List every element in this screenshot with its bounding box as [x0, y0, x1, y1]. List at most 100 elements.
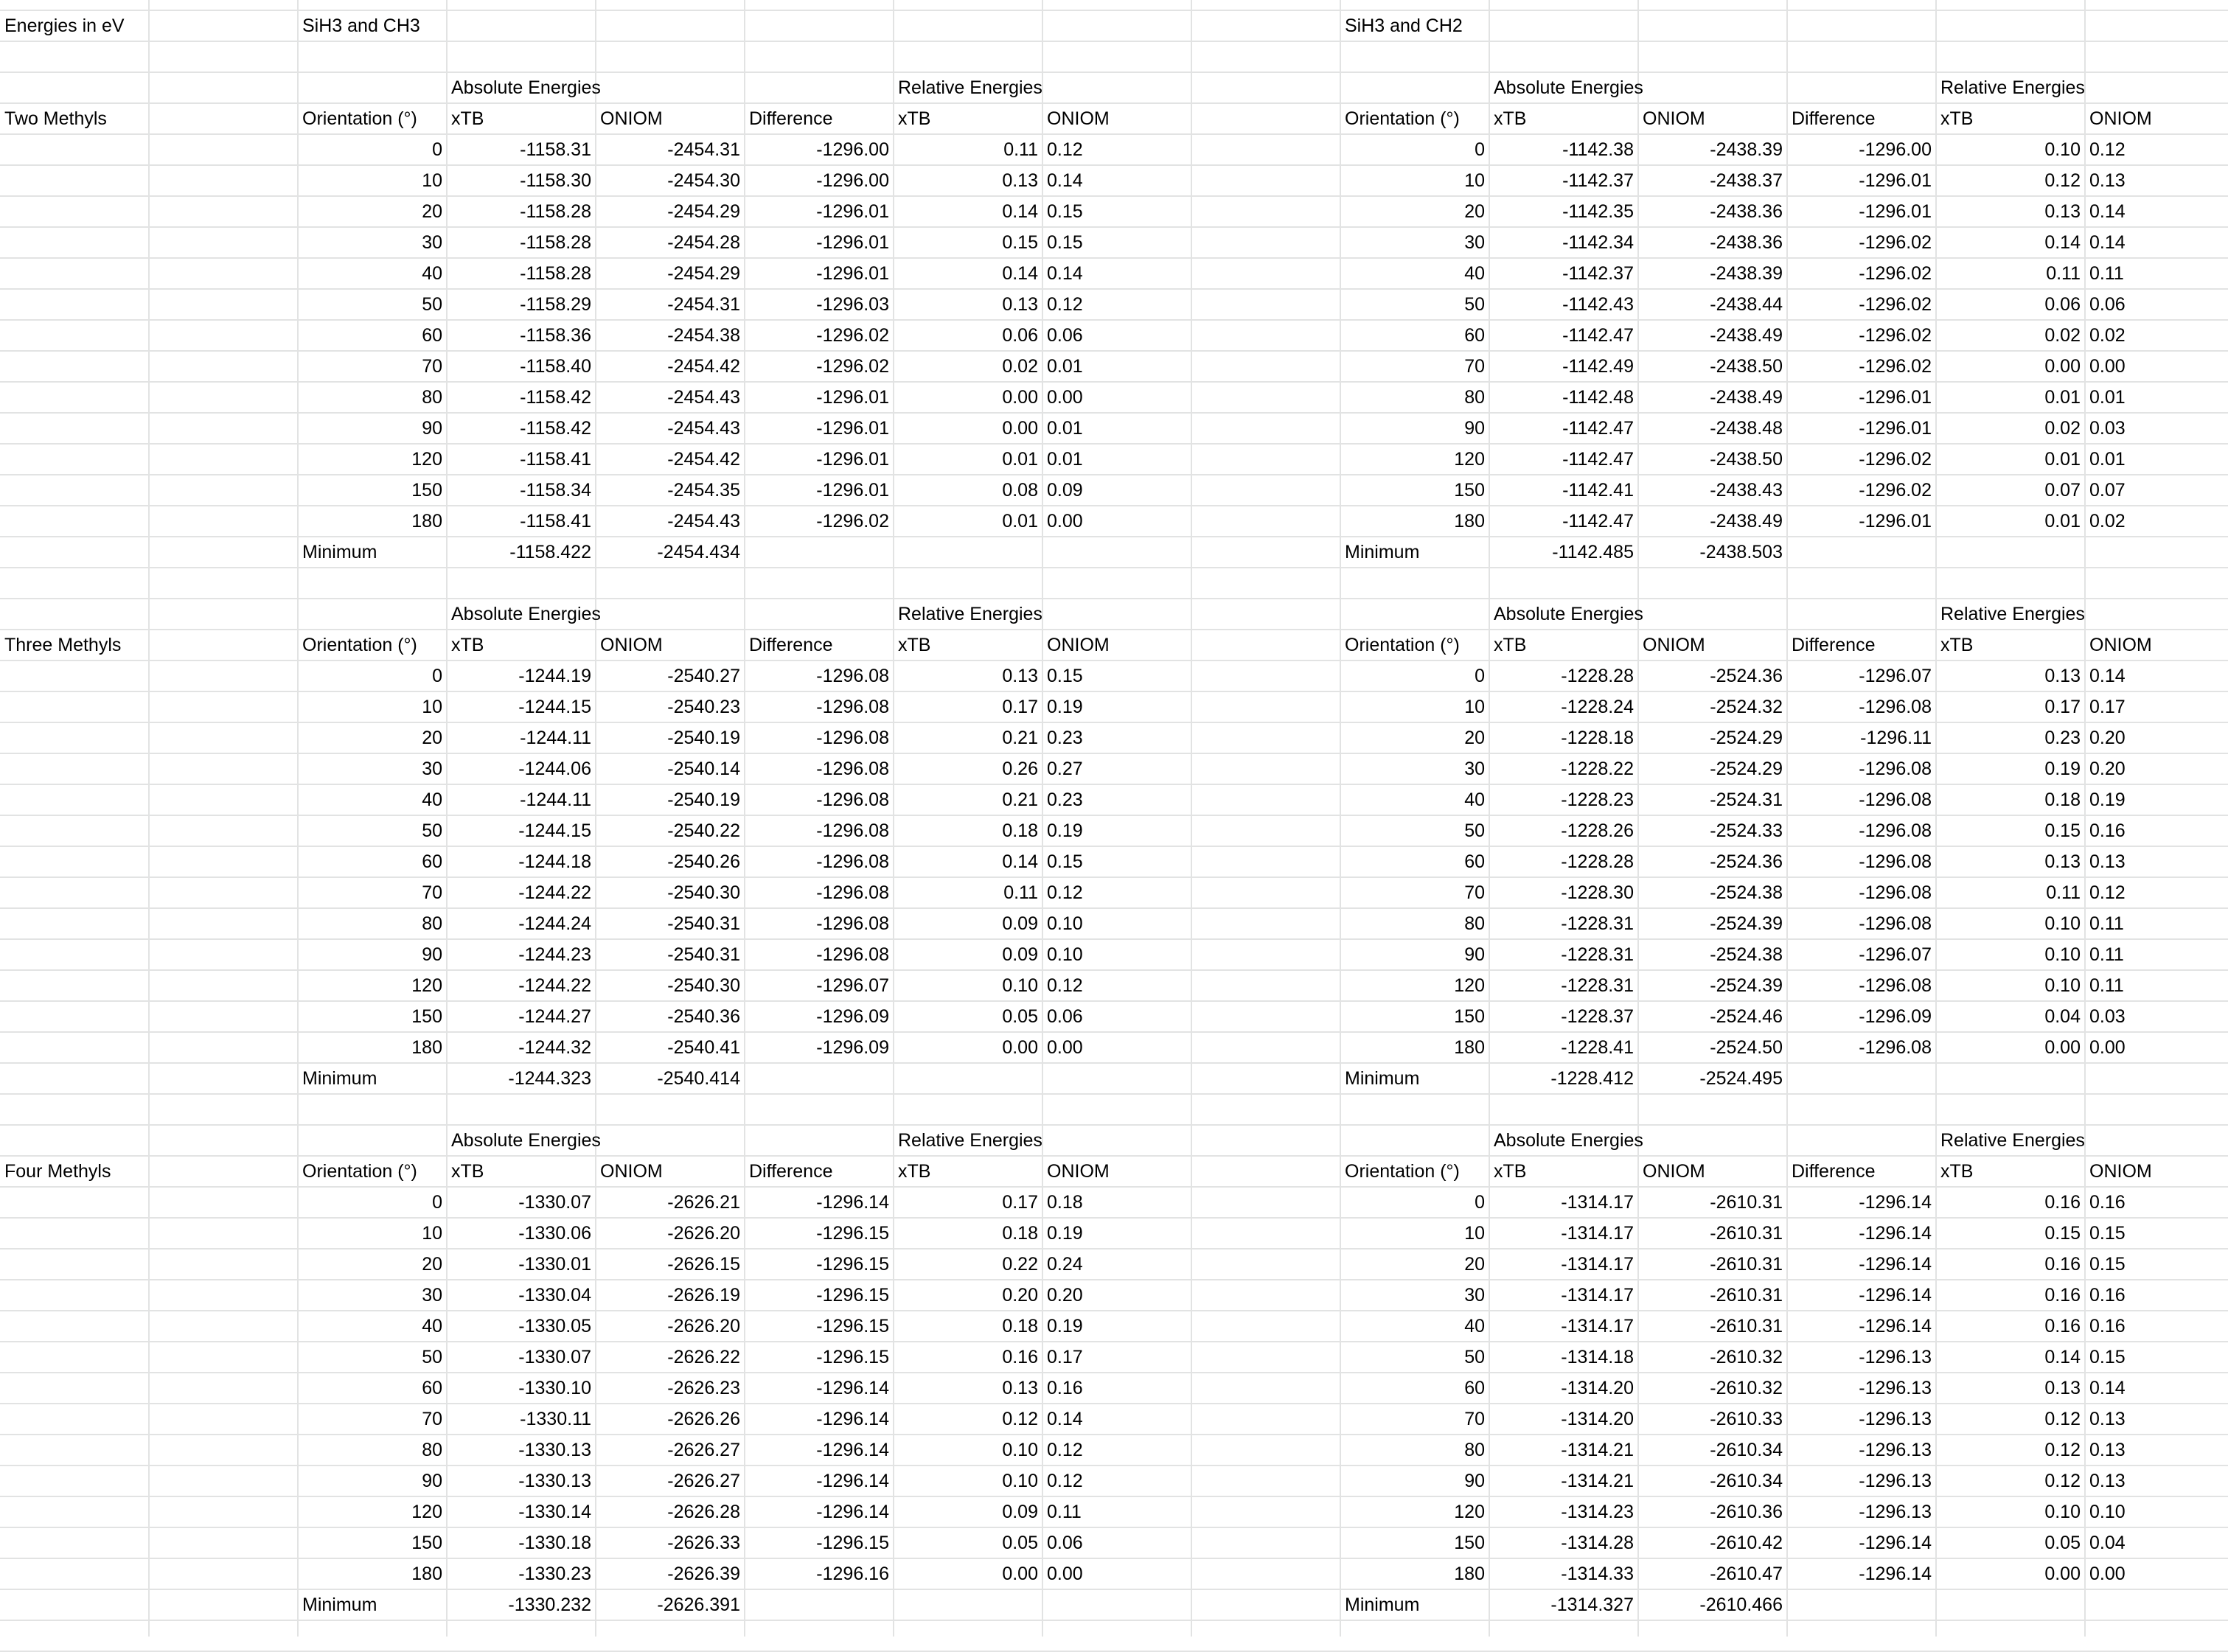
xtb-rel-cell[interactable]: 0.09 — [1002, 1502, 1038, 1522]
oniom-abs-cell[interactable]: -2454.31 — [667, 139, 740, 160]
right-section-title[interactable]: SiH3 and CH2 — [1345, 15, 1463, 36]
oniom-abs-cell[interactable]: -2438.44 — [1710, 294, 1783, 315]
xtb-abs-cell[interactable]: -1158.41 — [520, 449, 591, 470]
oniom-rel-cell[interactable]: 0.06 — [1047, 325, 1083, 346]
xtb-abs-cell[interactable]: -1330.13 — [518, 1440, 591, 1460]
orientation-cell[interactable]: 50 — [1464, 820, 1485, 841]
difference-cell[interactable]: -1296.09 — [1859, 1006, 1932, 1027]
oniom-rel-cell[interactable]: 0.24 — [1047, 1254, 1083, 1275]
xtb-rel-cell[interactable]: 0.00 — [1002, 1037, 1038, 1058]
difference-cell[interactable]: -1296.14 — [1859, 1223, 1932, 1244]
xtb-rel-cell[interactable]: 0.16 — [1002, 1347, 1038, 1367]
difference-cell[interactable]: -1296.13 — [1859, 1347, 1932, 1367]
oniom-rel-cell[interactable]: 0.15 — [2089, 1347, 2126, 1367]
orientation-cell[interactable]: 50 — [422, 294, 442, 315]
oniom-abs-cell[interactable]: -2626.19 — [667, 1285, 740, 1306]
xtb-abs-cell[interactable]: -1142.48 — [1562, 387, 1634, 408]
oniom-header[interactable]: ONIOM — [1643, 1161, 1705, 1182]
block-name[interactable]: Four Methyls — [4, 1161, 111, 1182]
orientation-cell[interactable]: 10 — [1464, 1223, 1485, 1244]
difference-cell[interactable]: -1296.02 — [1859, 325, 1932, 346]
oniom-abs-cell[interactable]: -2524.31 — [1710, 790, 1783, 810]
orientation-cell[interactable]: 70 — [422, 882, 442, 903]
xtb-abs-cell[interactable]: -1244.22 — [518, 975, 591, 996]
difference-cell[interactable]: -1296.01 — [816, 449, 889, 470]
oniom-rel-cell[interactable]: 0.12 — [1047, 975, 1083, 996]
xtb-abs-cell[interactable]: -1314.17 — [1561, 1316, 1634, 1336]
relative-xtb-header[interactable]: xTB — [1940, 1161, 1974, 1182]
oniom-rel-cell[interactable]: 0.06 — [1047, 1533, 1083, 1553]
units-label[interactable]: Energies in eV — [4, 15, 125, 36]
orientation-cell[interactable]: 80 — [1464, 387, 1485, 408]
xtb-abs-cell[interactable]: -1314.17 — [1561, 1254, 1634, 1275]
absolute-energies-header[interactable]: Absolute Energies — [451, 77, 601, 98]
oniom-abs-cell[interactable]: -2524.29 — [1710, 759, 1783, 779]
orientation-cell[interactable]: 30 — [422, 1285, 442, 1306]
difference-cell[interactable]: -1296.01 — [816, 418, 889, 439]
oniom-rel-cell[interactable]: 0.01 — [2089, 387, 2126, 408]
oniom-abs-cell[interactable]: -2438.49 — [1710, 325, 1783, 346]
orientation-cell[interactable]: 20 — [1464, 201, 1485, 222]
oniom-abs-cell[interactable]: -2540.19 — [667, 790, 740, 810]
orientation-cell[interactable]: 30 — [1464, 1285, 1485, 1306]
oniom-rel-cell[interactable]: 0.14 — [2089, 201, 2126, 222]
xtb-abs-cell[interactable]: -1330.07 — [518, 1347, 591, 1367]
xtb-abs-cell[interactable]: -1228.22 — [1561, 759, 1634, 779]
difference-cell[interactable]: -1296.01 — [1859, 170, 1932, 191]
oniom-rel-cell[interactable]: 0.11 — [2089, 944, 2124, 965]
oniom-abs-cell[interactable]: -2626.21 — [667, 1192, 740, 1213]
orientation-cell[interactable]: 80 — [422, 1440, 442, 1460]
orientation-cell[interactable]: 60 — [1464, 325, 1485, 346]
xtb-abs-cell[interactable]: -1314.28 — [1561, 1533, 1634, 1553]
oniom-header[interactable]: ONIOM — [1643, 108, 1705, 129]
difference-cell[interactable]: -1296.13 — [1859, 1440, 1932, 1460]
xtb-abs-cell[interactable]: -1330.11 — [520, 1409, 591, 1429]
xtb-abs-cell[interactable]: -1330.13 — [518, 1471, 591, 1491]
oniom-abs-cell[interactable]: -2626.15 — [667, 1254, 740, 1275]
orientation-cell[interactable]: 0 — [1475, 1192, 1485, 1213]
xtb-rel-cell[interactable]: 0.13 — [1002, 294, 1038, 315]
xtb-rel-cell[interactable]: 0.18 — [1002, 1316, 1038, 1336]
oniom-abs-cell[interactable]: -2540.14 — [667, 759, 740, 779]
xtb-rel-cell[interactable]: 0.01 — [2044, 511, 2081, 532]
difference-cell[interactable]: -1296.02 — [816, 356, 889, 377]
xtb-rel-cell[interactable]: 0.13 — [1002, 1378, 1038, 1398]
difference-cell[interactable]: -1296.08 — [1859, 913, 1932, 934]
xtb-rel-cell[interactable]: 0.12 — [2044, 1440, 2081, 1460]
oniom-rel-cell[interactable]: 0.01 — [1047, 449, 1083, 470]
oniom-abs-cell[interactable]: -2610.34 — [1710, 1440, 1783, 1460]
xtb-rel-cell[interactable]: 0.17 — [1002, 697, 1038, 717]
orientation-cell[interactable]: 50 — [422, 820, 442, 841]
oniom-abs-cell[interactable]: -2454.42 — [667, 449, 740, 470]
xtb-abs-cell[interactable]: -1158.31 — [520, 139, 591, 160]
difference-cell[interactable]: -1296.15 — [816, 1533, 889, 1553]
difference-cell[interactable]: -1296.08 — [816, 666, 889, 686]
difference-cell[interactable]: -1296.13 — [1859, 1378, 1932, 1398]
oniom-rel-cell[interactable]: 0.20 — [2089, 728, 2126, 748]
xtb-rel-cell[interactable]: 0.05 — [1002, 1006, 1038, 1027]
oniom-abs-cell[interactable]: -2454.35 — [667, 480, 740, 501]
difference-cell[interactable]: -1296.02 — [1859, 263, 1932, 284]
orientation-cell[interactable]: 20 — [1464, 728, 1485, 748]
oniom-rel-cell[interactable]: 0.15 — [2089, 1254, 2126, 1275]
difference-cell[interactable]: -1296.14 — [1859, 1285, 1932, 1306]
oniom-rel-cell[interactable]: 0.10 — [1047, 913, 1083, 934]
orientation-cell[interactable]: 90 — [1464, 944, 1485, 965]
oniom-abs-cell[interactable]: -2626.22 — [667, 1347, 740, 1367]
xtb-rel-cell[interactable]: 0.13 — [1002, 170, 1038, 191]
xtb-header[interactable]: xTB — [451, 1161, 484, 1182]
difference-cell[interactable]: -1296.14 — [816, 1471, 889, 1491]
difference-cell[interactable]: -1296.14 — [1859, 1533, 1932, 1553]
orientation-cell[interactable]: 80 — [422, 913, 442, 934]
xtb-abs-cell[interactable]: -1244.11 — [520, 790, 591, 810]
orientation-cell[interactable]: 120 — [1454, 975, 1485, 996]
xtb-rel-cell[interactable]: 0.16 — [2044, 1316, 2081, 1336]
xtb-rel-cell[interactable]: 0.21 — [1002, 790, 1038, 810]
oniom-rel-cell[interactable]: 0.01 — [2089, 449, 2126, 470]
xtb-rel-cell[interactable]: 0.15 — [1002, 232, 1038, 253]
oniom-rel-cell[interactable]: 0.19 — [1047, 1316, 1083, 1336]
xtb-rel-cell[interactable]: 0.22 — [1002, 1254, 1038, 1275]
oniom-rel-cell[interactable]: 0.15 — [1047, 201, 1083, 222]
orientation-header[interactable]: Orientation (°) — [1345, 1161, 1460, 1182]
oniom-abs-cell[interactable]: -2454.31 — [667, 294, 740, 315]
